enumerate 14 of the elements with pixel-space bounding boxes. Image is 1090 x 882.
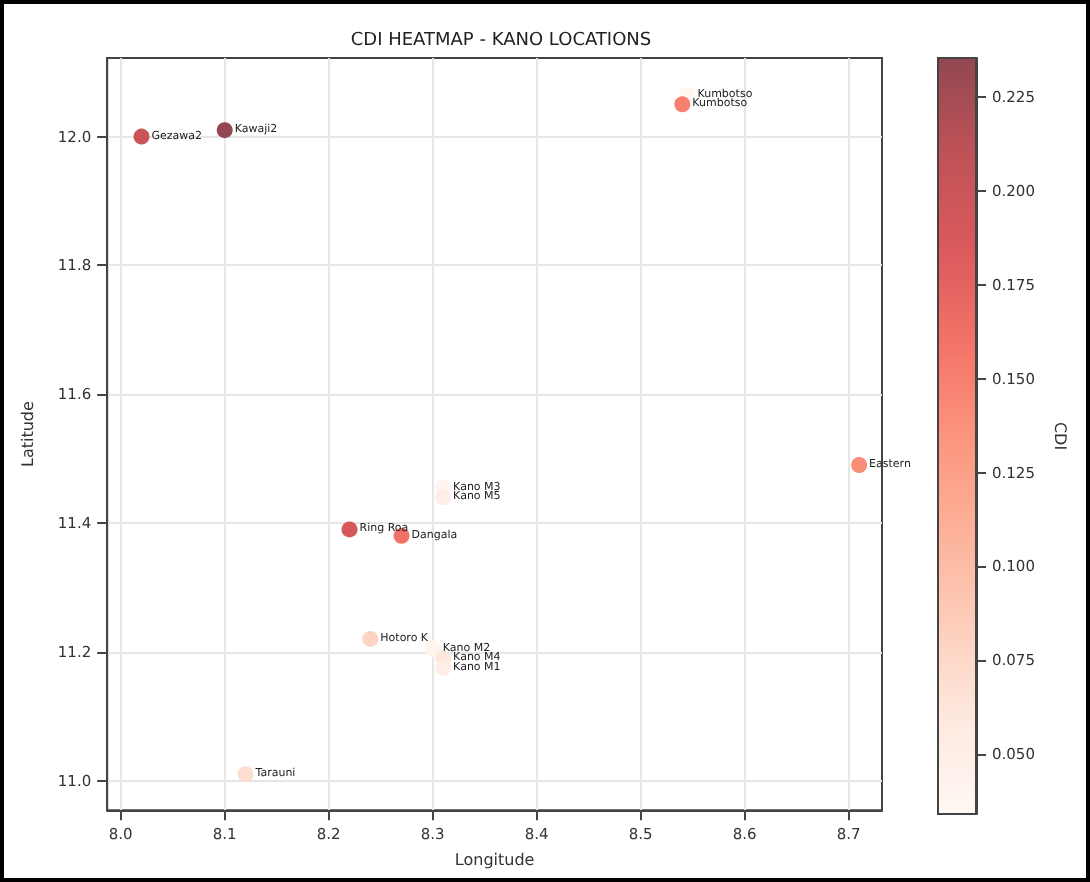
point <box>435 489 452 506</box>
chart-title: CDI HEATMAP - KANO LOCATIONS <box>350 31 652 51</box>
point <box>341 521 358 538</box>
point <box>424 640 441 657</box>
point <box>362 630 379 647</box>
point <box>851 457 868 474</box>
y-axis-title: Latitude <box>19 401 37 468</box>
point <box>133 128 150 145</box>
x-axis-title: Longitude <box>454 851 535 869</box>
point <box>435 659 452 676</box>
point <box>674 96 691 113</box>
color-bar-title: CDI <box>1051 421 1069 451</box>
point <box>216 122 233 139</box>
point <box>237 766 254 783</box>
